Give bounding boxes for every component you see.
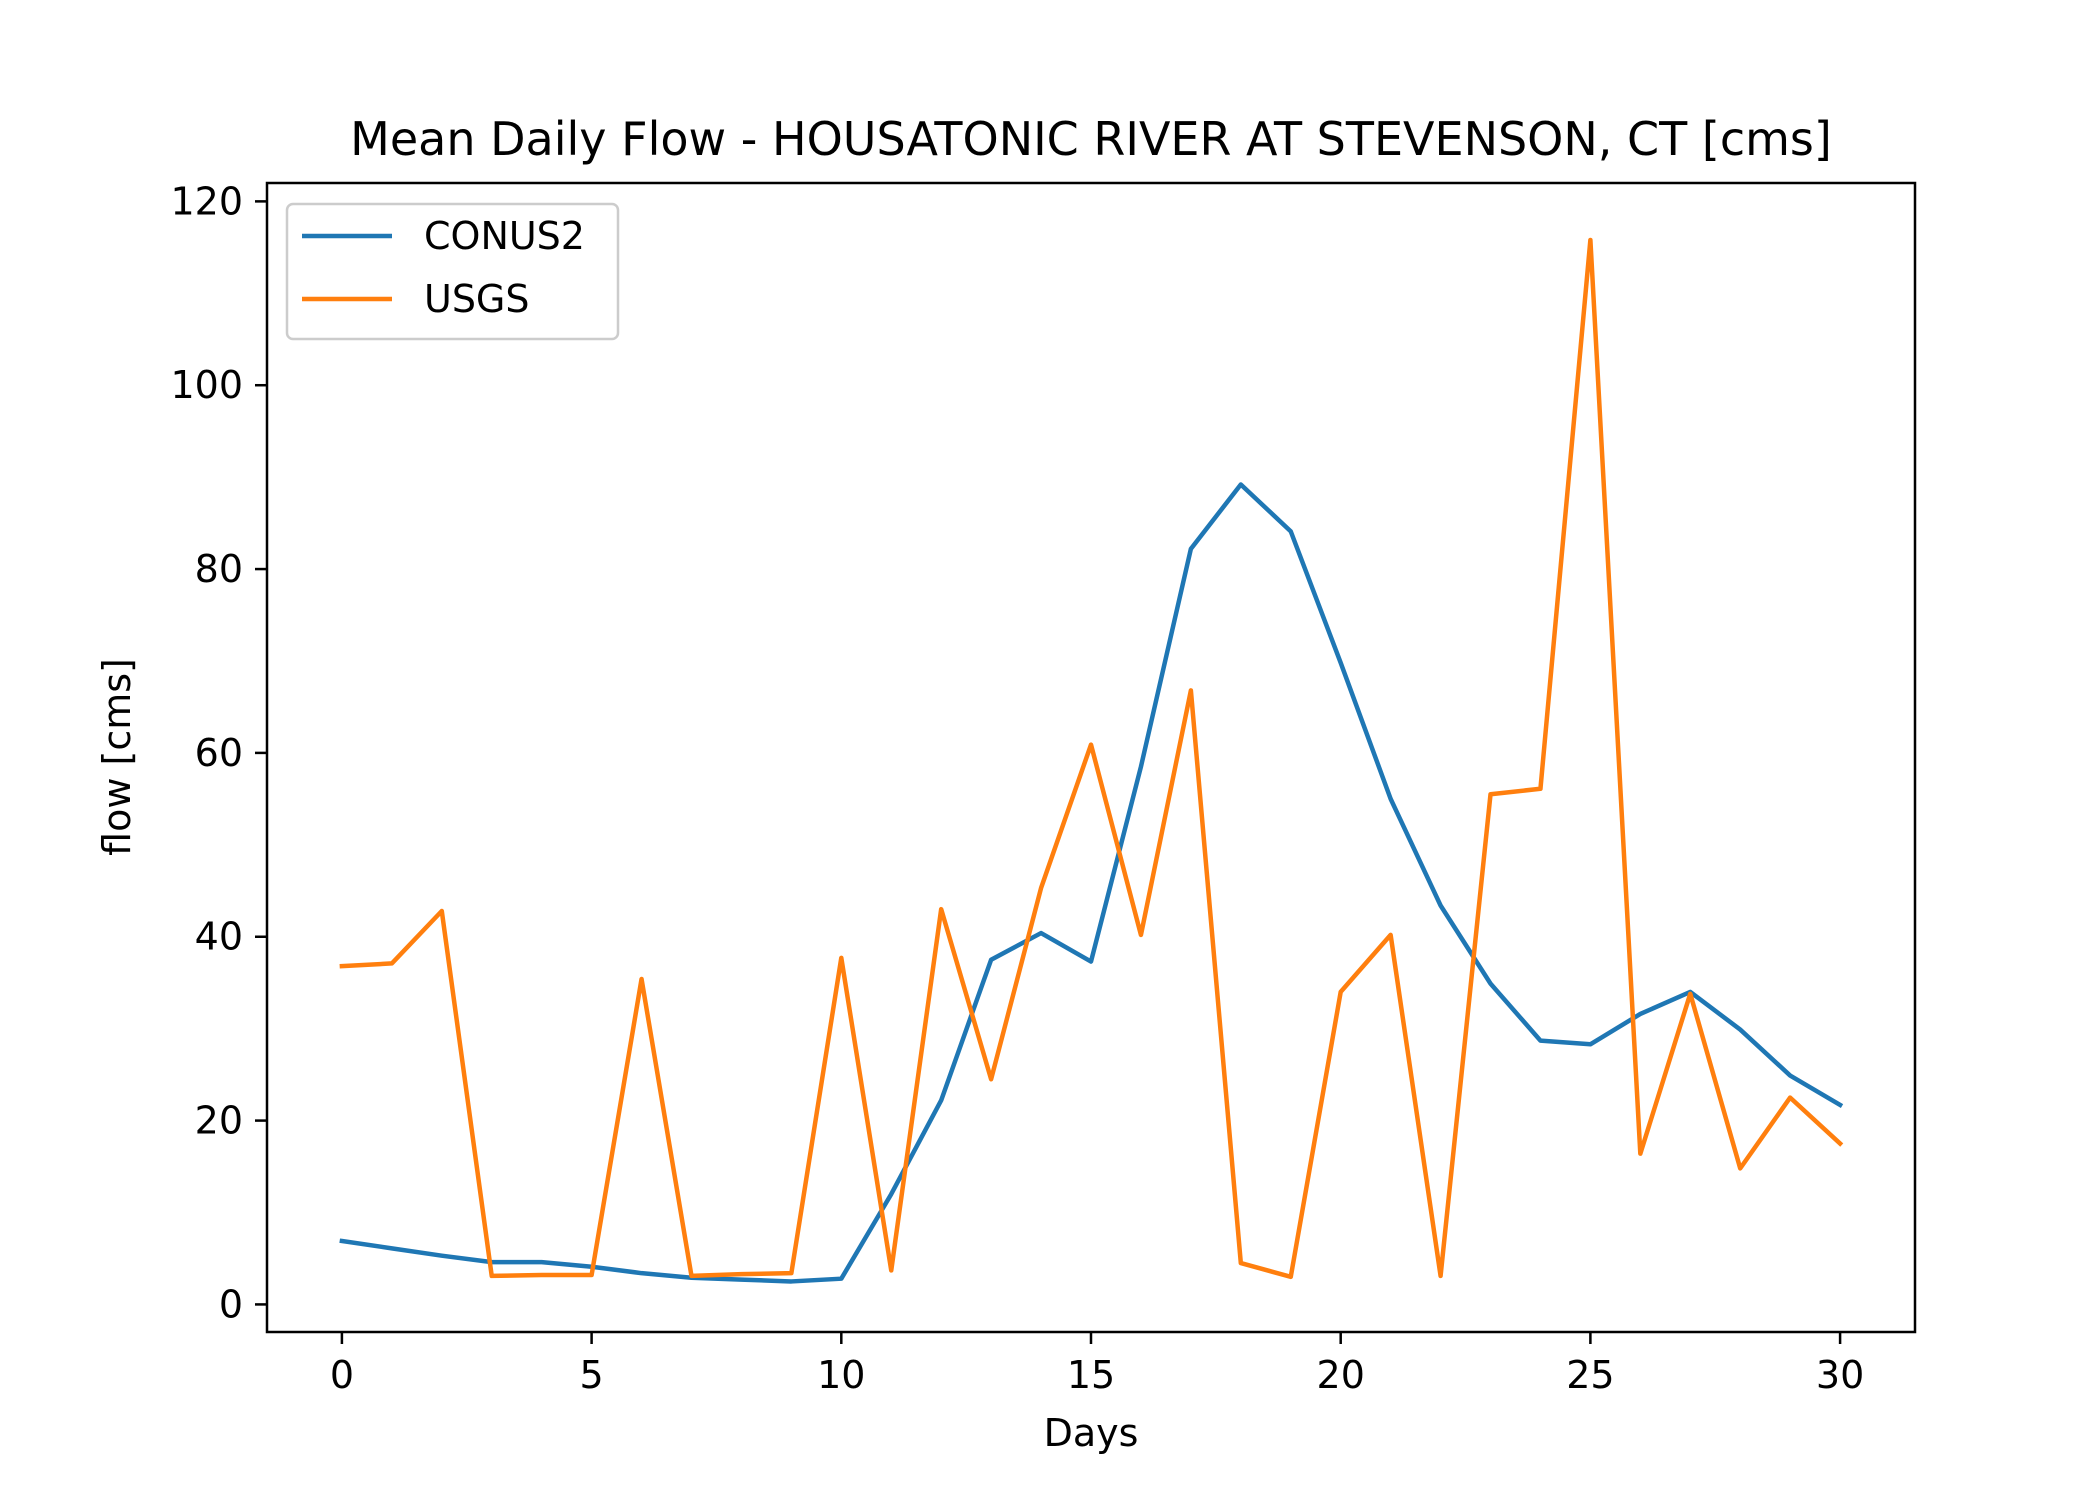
y-axis-label: flow [cms] — [95, 658, 139, 856]
x-tick-label: 25 — [1566, 1353, 1614, 1397]
x-tick-label: 30 — [1816, 1353, 1864, 1397]
y-tick-label: 0 — [219, 1282, 243, 1326]
x-tick-label: 15 — [1067, 1353, 1115, 1397]
x-tick-label: 0 — [330, 1353, 354, 1397]
series-line-usgs — [339, 237, 1844, 1280]
series-layer — [339, 237, 1844, 1284]
plot-background — [267, 183, 1915, 1332]
y-tick-label: 80 — [195, 547, 243, 591]
y-tick-label: 40 — [195, 915, 243, 959]
y-axis: 0 20 40 60 80 100 120 — [170, 179, 267, 1326]
legend-label-conus2: CONUS2 — [424, 214, 585, 258]
x-tick-label: 20 — [1317, 1353, 1365, 1397]
x-axis-label: Days — [1044, 1411, 1139, 1455]
x-tick-label: 10 — [817, 1353, 865, 1397]
y-tick-label: 120 — [170, 179, 243, 223]
legend-label-usgs: USGS — [424, 277, 530, 321]
x-axis: 0 5 10 15 20 25 30 — [330, 1332, 1864, 1397]
y-tick-label: 100 — [170, 363, 243, 407]
y-tick-label: 20 — [195, 1099, 243, 1143]
chart-title: Mean Daily Flow - HOUSATONIC RIVER AT ST… — [350, 112, 1832, 166]
plot-area — [265, 181, 1917, 1334]
y-tick-label: 60 — [195, 731, 243, 775]
x-tick-label: 5 — [580, 1353, 604, 1397]
legend: CONUS2 USGS — [285, 202, 620, 341]
